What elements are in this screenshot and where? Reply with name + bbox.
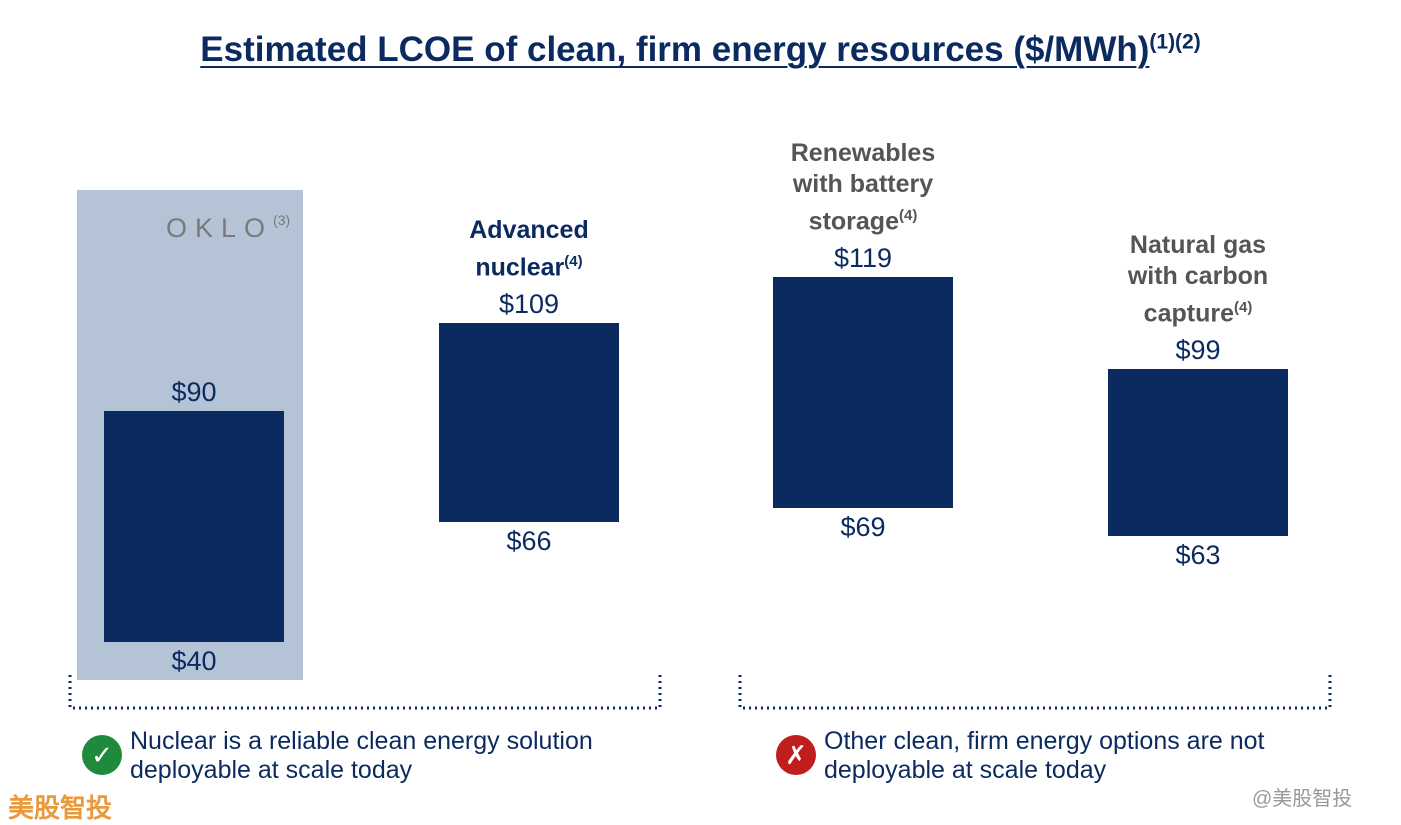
category-label: Natural gas with carbon capture(4) (1103, 230, 1293, 329)
title-note: (1)(2) (1149, 30, 1201, 54)
category-text: OKLO (166, 213, 274, 243)
bar (104, 411, 284, 642)
note-icon: ✓ (82, 735, 122, 775)
category-label: OKLO(3) (166, 212, 290, 244)
value-label: $66 (506, 525, 552, 556)
category-note: (3) (273, 212, 291, 228)
value-label: $63 (1175, 539, 1221, 570)
category-text: Renewables with battery storage (790, 138, 936, 236)
watermark: @美股智投 (1252, 788, 1353, 810)
value-label: $119 (833, 243, 893, 274)
bar (439, 323, 619, 522)
title-text: Estimated LCOE of clean, firm energy res… (200, 30, 1150, 69)
value-label: $69 (840, 512, 886, 543)
value-label: $99 (1175, 335, 1221, 366)
note-icon: ✗ (776, 735, 816, 775)
bar (1108, 369, 1288, 536)
note-text: Nuclear is a reliable clean energy solut… (130, 727, 593, 784)
category-note: (4) (898, 206, 918, 224)
value-label: $90 (171, 377, 217, 407)
watermark: 美股智投 (8, 793, 113, 823)
category-note: (4) (1233, 299, 1253, 317)
category-note: (4) (564, 252, 583, 270)
bar (773, 277, 953, 509)
note-text: Other clean, firm energy options are not… (824, 727, 1265, 784)
value-label: $109 (498, 289, 560, 320)
category-label: Renewables with battery storage(4) (768, 138, 958, 237)
category-label: Advanced nuclear(4) (434, 215, 624, 283)
category-text: Natural gas with carbon capture (1127, 231, 1269, 328)
value-label: $40 (171, 646, 217, 676)
category-text: Advanced nuclear (469, 215, 589, 282)
chart-title: Estimated LCOE of clean, firm energy res… (0, 30, 1401, 70)
